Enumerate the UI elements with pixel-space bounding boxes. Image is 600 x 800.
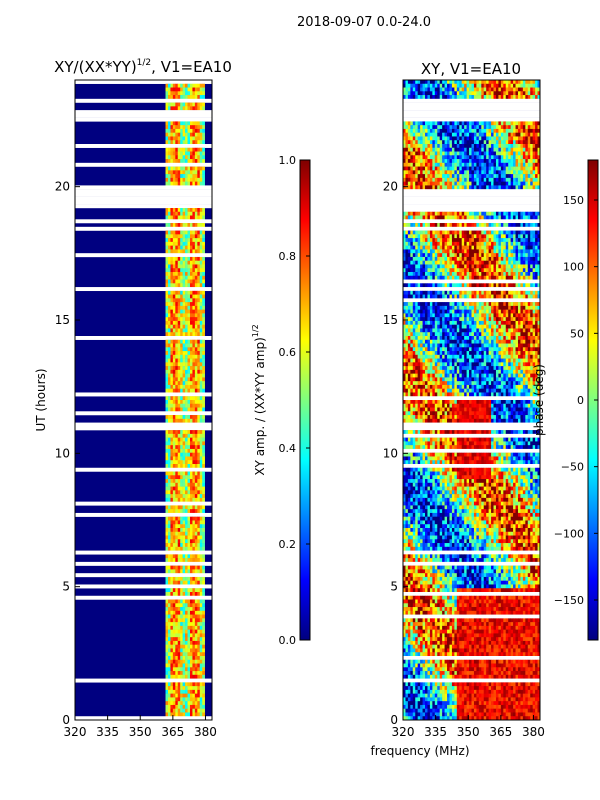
phase-panel: XY, V1=EA10 320 335 350 365 380 0 5 10 15 20 freq… — [370, 60, 544, 758]
phase-y-tick-label: 10 — [383, 446, 398, 460]
phase-colorbar-tick-label: 50 — [570, 327, 584, 340]
amplitude-panel: XY/(XX*YY)1/2, V1=EA10 320 335 350 365 380 0 5… — [34, 58, 232, 739]
amplitude-colorbar-gradient — [299, 159, 311, 641]
amplitude-x-tick-label: 380 — [194, 725, 217, 739]
amplitude-y-tick-label: 5 — [62, 580, 70, 594]
phase-y-tick-label: 5 — [390, 580, 398, 594]
phase-y-tick-label: 15 — [383, 313, 398, 327]
phase-colorbar-tick-label: 0 — [577, 394, 584, 407]
phase-x-tick-label: 335 — [424, 725, 447, 739]
amplitude-colorbar-ticks: 0.0 0.2 0.4 0.6 0.8 1.0 — [279, 154, 310, 647]
amplitude-colorbar-label: XY amp. / (XX*YY amp)1/2 — [251, 324, 267, 475]
phase-colorbar-tick-label: −100 — [554, 527, 584, 540]
amplitude-y-tick-label: 20 — [55, 180, 70, 194]
amplitude-colorbar-tick-label: 0.0 — [279, 634, 297, 647]
amplitude-title-sup: 1/2 — [137, 58, 151, 68]
phase-title: XY, V1=EA10 — [421, 60, 521, 78]
amplitude-y-tick-label: 10 — [55, 446, 70, 460]
amplitude-colorbar-label-sup: 1/2 — [251, 324, 260, 337]
phase-y-tick-label: 0 — [390, 713, 398, 727]
amplitude-x-tick-label: 365 — [161, 725, 184, 739]
amplitude-title-main: XY/(XX*YY) — [54, 58, 137, 76]
amplitude-colorbar-tick-label: 0.6 — [279, 346, 297, 359]
phase-x-tick-label: 350 — [457, 725, 480, 739]
phase-colorbar-label: phase (deg) — [532, 364, 546, 436]
amplitude-colorbar: 0.0 0.2 0.4 0.6 0.8 1.0 XY amp. / (XX*YY amp)… — [251, 154, 311, 647]
amplitude-title-suffix: , V1=EA10 — [151, 58, 232, 76]
phase-colorbar-tick-label: 150 — [563, 194, 584, 207]
amplitude-x-tick-label: 350 — [129, 725, 152, 739]
shared-x-label: frequency (MHz) — [370, 744, 469, 758]
phase-y-tick-label: 20 — [383, 180, 398, 194]
amplitude-heatmap — [75, 80, 212, 720]
amplitude-colorbar-tick-label: 0.8 — [279, 250, 297, 263]
phase-heatmap — [403, 80, 540, 720]
phase-colorbar: −150 −100 −50 0 50 100 150 phase (deg) — [532, 159, 599, 641]
phase-axes: 320 335 350 365 380 0 5 10 15 20 — [383, 180, 545, 739]
phase-x-tick-label: 380 — [522, 725, 545, 739]
amplitude-x-tick-label: 320 — [64, 725, 87, 739]
amplitude-y-label: UT (hours) — [34, 368, 48, 431]
phase-colorbar-tick-label: −50 — [561, 461, 584, 474]
phase-plot-frame — [402, 79, 541, 721]
amplitude-colorbar-label-main: XY amp. / (XX*YY amp) — [253, 337, 267, 475]
phase-x-tick-label: 365 — [489, 725, 512, 739]
figure-title: 2018-09-07 0.0-24.0 — [297, 15, 431, 30]
phase-colorbar-tick-label: 100 — [563, 261, 584, 274]
amplitude-y-tick-label: 0 — [62, 713, 70, 727]
phase-colorbar-tick-label: −150 — [554, 594, 584, 607]
phase-x-tick-label: 320 — [392, 725, 415, 739]
amplitude-title: XY/(XX*YY)1/2, V1=EA10 — [54, 58, 232, 76]
amplitude-plot-frame — [74, 79, 213, 721]
amplitude-colorbar-tick-label: 0.4 — [279, 442, 297, 455]
amplitude-colorbar-tick-label: 1.0 — [279, 154, 297, 167]
amplitude-axes: 320 335 350 365 380 0 5 10 15 20 — [55, 180, 217, 739]
amplitude-y-tick-label: 15 — [55, 313, 70, 327]
amplitude-colorbar-tick-label: 0.2 — [279, 538, 297, 551]
phase-colorbar-ticks: −150 −100 −50 0 50 100 150 — [554, 194, 598, 607]
amplitude-x-tick-label: 335 — [96, 725, 119, 739]
